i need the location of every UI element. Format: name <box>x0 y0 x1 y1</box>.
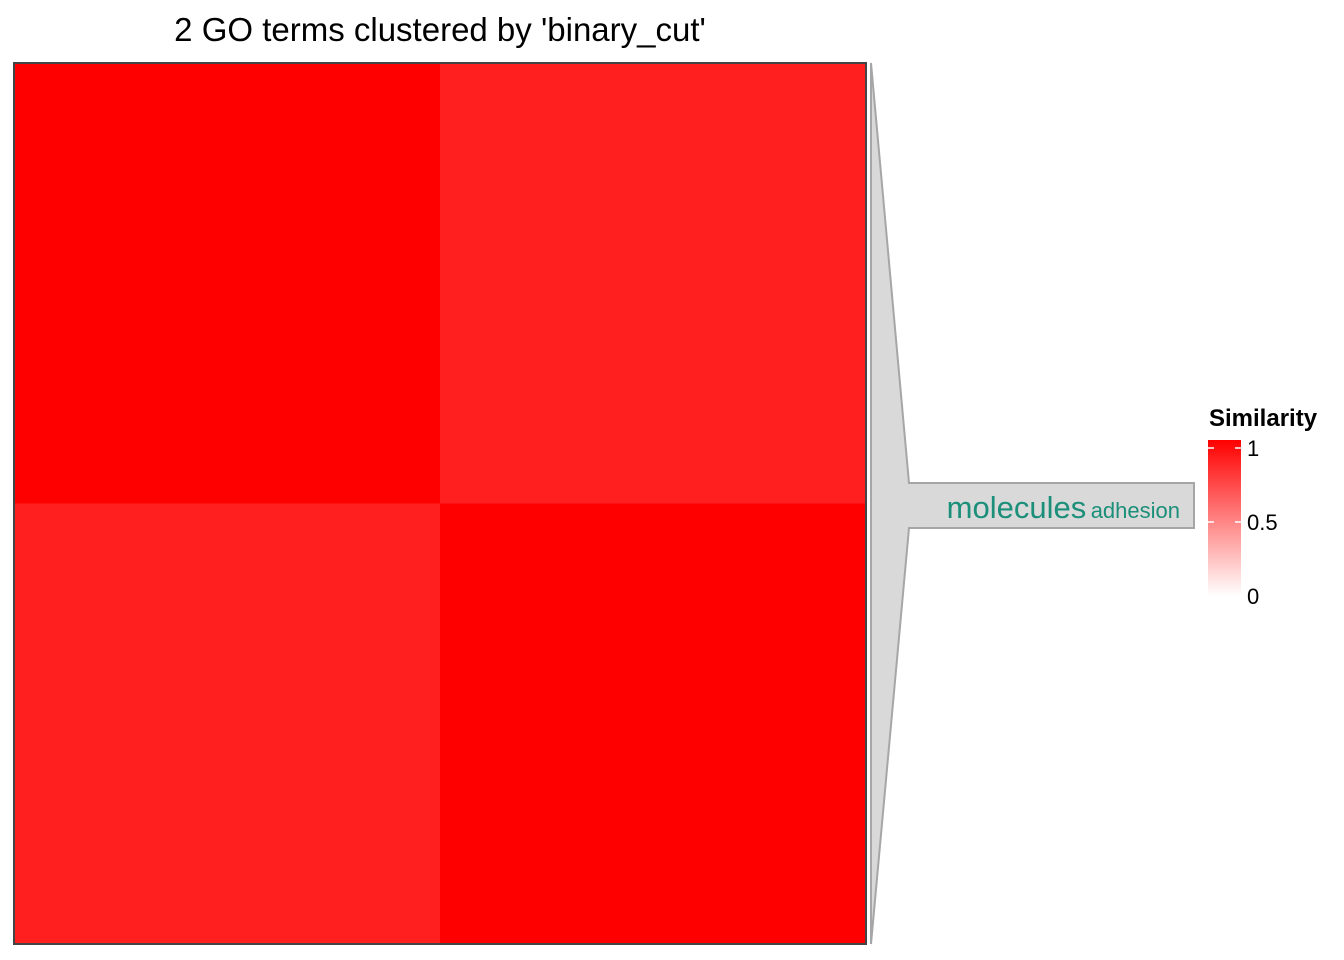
keyword-adhesion: adhesion <box>1091 498 1180 523</box>
cluster-annotation-box <box>870 62 1195 945</box>
legend-colorbar <box>1208 440 1241 596</box>
legend-tick-label-1: 0.5 <box>1247 510 1278 535</box>
heatmap-cell-r0-c1 <box>440 63 867 504</box>
chart-title: 2 GO terms clustered by 'binary_cut' <box>174 11 706 48</box>
heatmap-cell-r1-c0 <box>14 503 441 945</box>
legend-tick-label-2: 0 <box>1247 584 1259 609</box>
keyword-molecules: molecules <box>947 490 1087 525</box>
legend-tick-label-0: 1 <box>1247 436 1259 461</box>
heatmap-cell-r1-c1 <box>440 503 867 945</box>
legend: Similarity 10.50 <box>1208 405 1318 609</box>
heatmap-cells <box>14 63 867 945</box>
legend-title: Similarity <box>1209 405 1318 432</box>
cluster-keywords: molecules adhesion <box>947 490 1180 525</box>
heatmap-border <box>13 62 867 945</box>
legend-ticks: 10.50 <box>1208 436 1278 609</box>
heatmap-cell-r0-c0 <box>14 63 441 504</box>
cluster-annotation: molecules adhesion <box>870 62 1195 945</box>
